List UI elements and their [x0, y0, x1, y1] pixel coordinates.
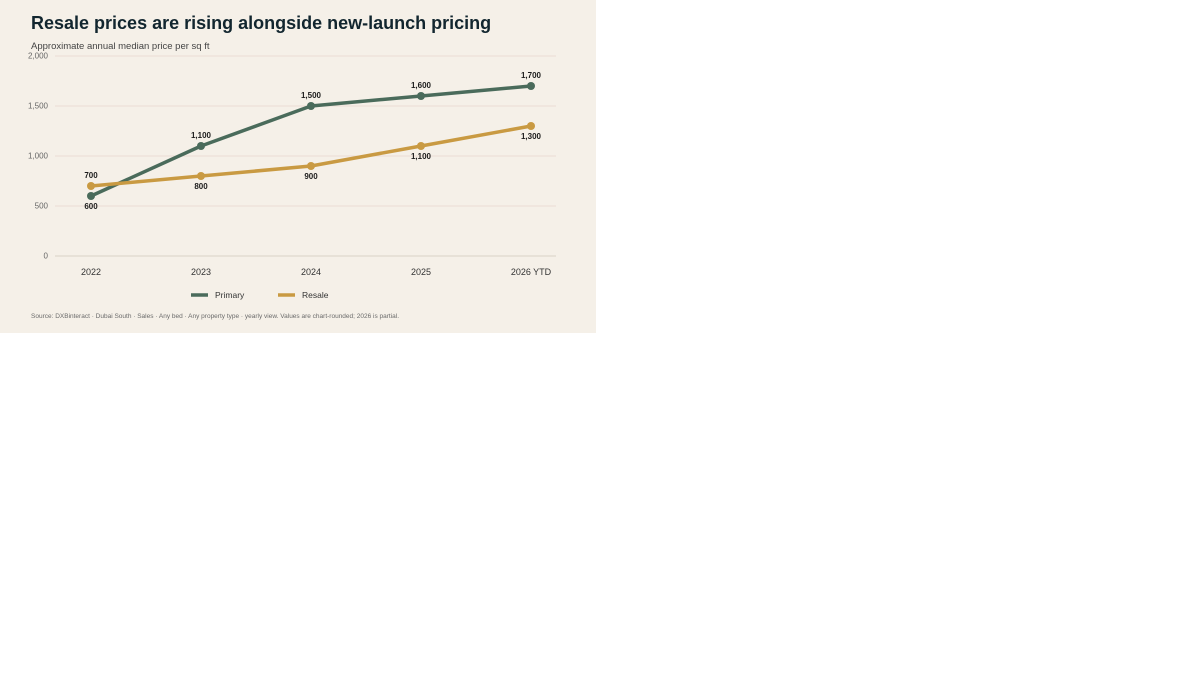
- x-tick-label: 2022: [81, 267, 101, 277]
- data-label: 800: [194, 182, 208, 191]
- chart-title: Resale prices are rising alongside new-l…: [31, 13, 492, 33]
- data-label: 1,600: [411, 81, 432, 90]
- x-tick-label: 2026 YTD: [511, 267, 552, 277]
- chart-subtitle: Approximate annual median price per sq f…: [31, 41, 210, 52]
- data-point-primary: [527, 82, 535, 90]
- data-label: 1,300: [521, 132, 542, 141]
- data-point-primary: [87, 192, 95, 200]
- y-tick-label: 2,000: [28, 52, 49, 61]
- data-point-primary: [417, 92, 425, 100]
- data-label: 1,500: [301, 91, 322, 100]
- data-label: 1,100: [411, 152, 432, 161]
- data-point-resale: [307, 162, 315, 170]
- source-note: Source: DXBinteract · Dubai South · Sale…: [31, 313, 400, 320]
- chart-card: Resale prices are rising alongside new-l…: [0, 0, 596, 333]
- data-point-primary: [307, 102, 315, 110]
- legend-label-resale: Resale: [302, 290, 329, 300]
- data-point-resale: [87, 182, 95, 190]
- data-point-resale: [527, 122, 535, 130]
- y-tick-label: 0: [44, 252, 49, 261]
- data-label: 1,700: [521, 71, 542, 80]
- y-tick-label: 1,500: [28, 102, 49, 111]
- data-point-primary: [197, 142, 205, 150]
- y-tick-label: 1,000: [28, 152, 49, 161]
- y-tick-label: 500: [35, 202, 49, 211]
- x-tick-label: 2024: [301, 267, 321, 277]
- data-point-resale: [417, 142, 425, 150]
- data-label: 900: [304, 172, 318, 181]
- data-label: 700: [84, 171, 98, 180]
- x-tick-label: 2025: [411, 267, 431, 277]
- data-label: 1,100: [191, 131, 212, 140]
- data-point-resale: [197, 172, 205, 180]
- data-label: 600: [84, 202, 98, 211]
- line-chart: 0 500 1,000 1,500 2,000 2022 2023 2024 2025 2026 …: [28, 52, 556, 300]
- x-tick-label: 2023: [191, 267, 211, 277]
- legend-label-primary: Primary: [215, 290, 245, 300]
